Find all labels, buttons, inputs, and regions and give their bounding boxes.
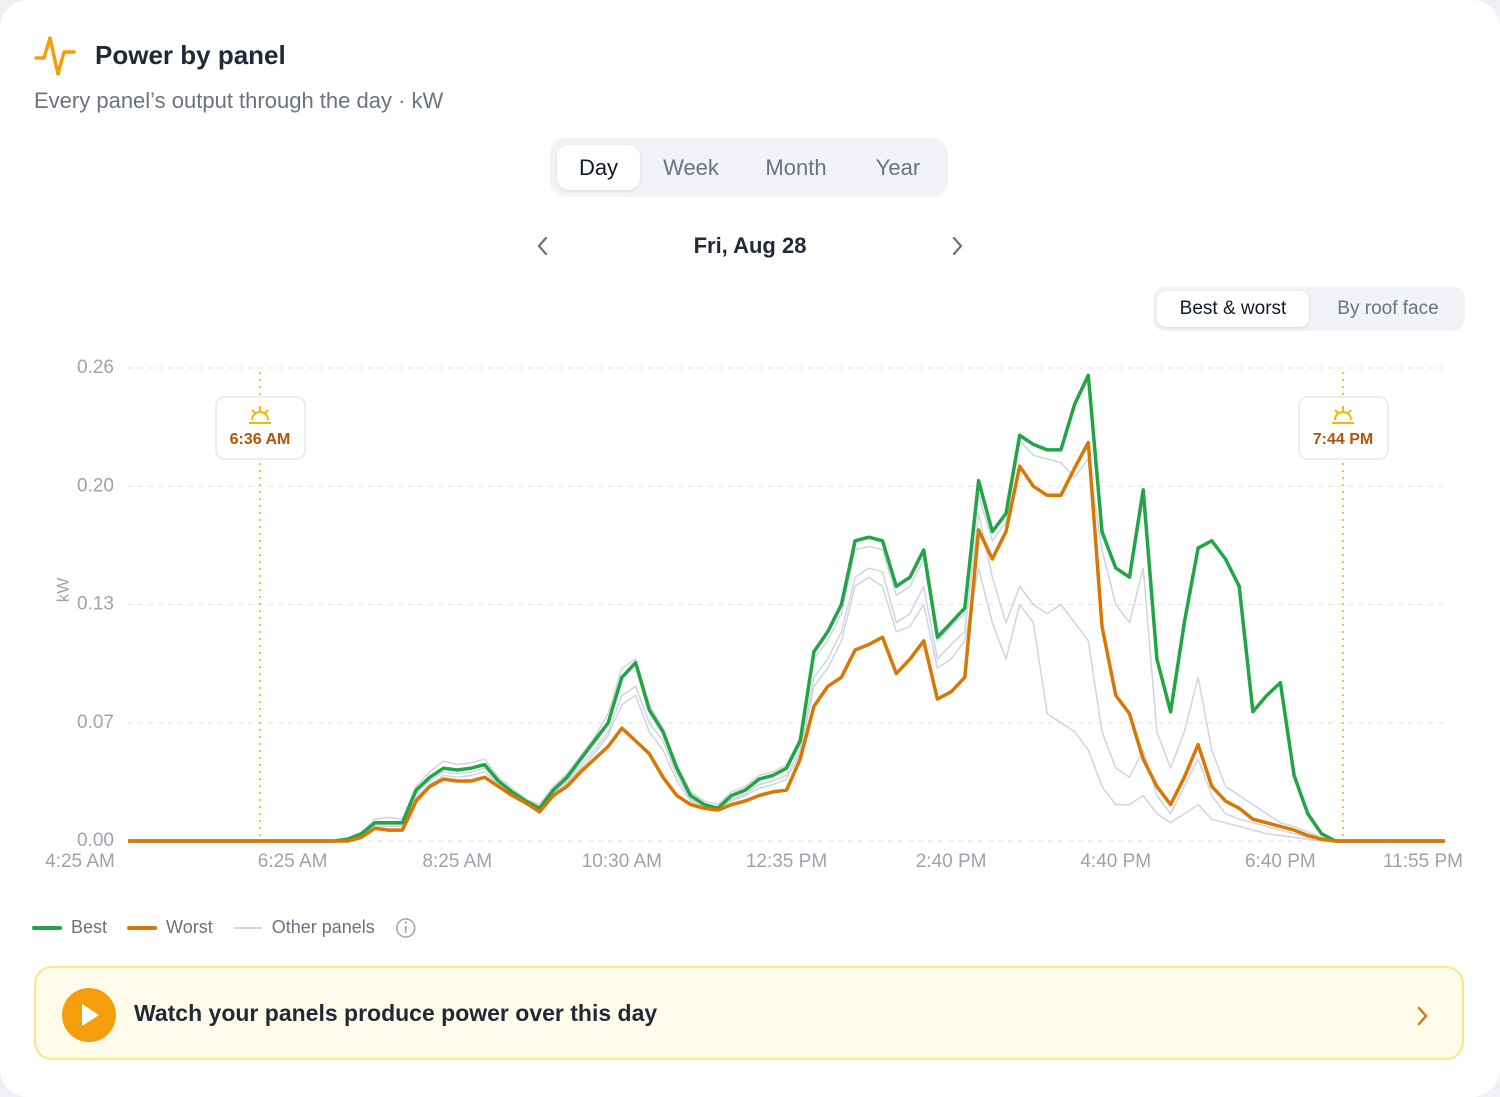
period-tabs: Day Week Month Year xyxy=(550,138,948,197)
legend-label: Worst xyxy=(166,917,213,937)
playback-banner[interactable]: Watch your panels produce power over thi… xyxy=(34,966,1464,1060)
toggle-option[interactable]: By roof face xyxy=(1337,298,1439,319)
x-tick-label: 12:35 PM xyxy=(746,851,827,872)
x-tick-label: 11:55 PM xyxy=(1383,851,1463,872)
banner-chevron xyxy=(1417,1006,1428,1026)
pulse-icon xyxy=(34,36,76,76)
play-button[interactable] xyxy=(60,985,120,1045)
legend-label: Best xyxy=(71,917,107,937)
sun-icon xyxy=(249,406,271,424)
y-tick-label: 0.13 xyxy=(77,594,114,615)
sun-marker-box xyxy=(1298,396,1389,460)
series-line xyxy=(128,567,1445,842)
sun-icon xyxy=(1332,406,1354,424)
series-line xyxy=(128,373,1445,843)
sun-marker-label: 7:44 PM xyxy=(1313,431,1373,448)
x-tick-label: 4:40 PM xyxy=(1080,851,1151,872)
legend-label: Other panels xyxy=(272,917,375,937)
x-tick-label: 6:40 PM xyxy=(1245,851,1316,872)
x-tick-label: 6:25 AM xyxy=(258,851,328,872)
title: Power by panel xyxy=(95,40,286,70)
sun-marker-label: 6:36 AM xyxy=(230,431,291,448)
info-icon xyxy=(396,918,416,938)
toggle-option[interactable]: Best & worst xyxy=(1157,291,1309,327)
tab[interactable]: Day xyxy=(557,145,640,190)
x-tick-label: 2:40 PM xyxy=(916,851,987,872)
y-tick-label: 0.26 xyxy=(77,357,114,378)
next-day[interactable] xyxy=(943,231,973,261)
y-tick-label: 0.00 xyxy=(77,830,114,851)
info-icon-dot xyxy=(404,921,407,924)
x-tick-label: 8:25 AM xyxy=(422,851,492,872)
sun-marker-box xyxy=(215,396,306,460)
date: Fri, Aug 28 xyxy=(693,233,807,258)
series-line xyxy=(128,440,1445,842)
banner-text: Watch your panels produce power over thi… xyxy=(134,1000,658,1026)
prev-day[interactable] xyxy=(527,231,557,261)
x-tick-label: 10:30 AM xyxy=(582,851,662,872)
series-line xyxy=(128,440,1445,843)
view-toggle: Best & worst By roof face xyxy=(1153,287,1465,331)
tab[interactable]: Week xyxy=(663,155,719,180)
tab[interactable]: Year xyxy=(875,155,921,180)
x-tick-label: 4:25 AM xyxy=(45,851,115,872)
y-tick-label: 0.20 xyxy=(77,475,114,496)
subtitle: Every panel’s output through the day · k… xyxy=(34,88,444,113)
chart: 0.00 0.07 0.13 0.20 0.26 kW 4:25 AM 6:25 AM 8:25… xyxy=(32,357,1463,938)
tab[interactable]: Month xyxy=(765,155,827,180)
y-axis-label: kW xyxy=(53,578,72,603)
y-tick-label: 0.07 xyxy=(77,712,114,733)
